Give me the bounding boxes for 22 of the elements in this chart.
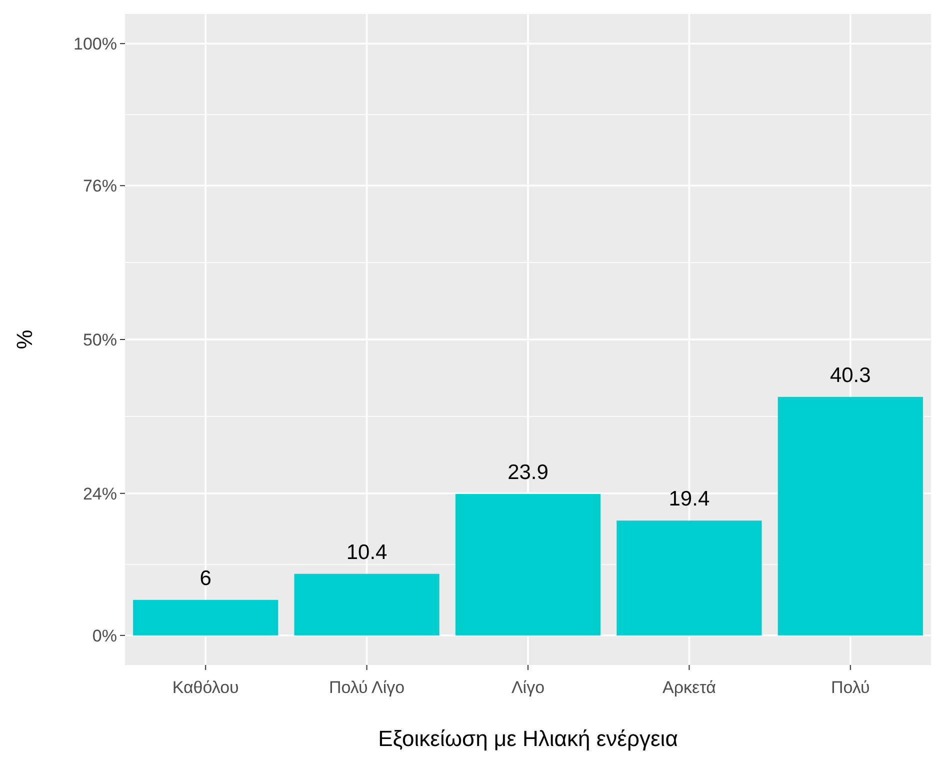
y-tick-label: 76% [82,176,117,196]
data-label: 6 [200,566,212,590]
y-tick-label: 100% [74,34,117,54]
data-label: 40.3 [830,364,871,387]
x-tick-label: Λίγο [511,678,545,697]
bar [294,574,440,636]
y-tick-label: 24% [82,484,117,504]
data-label: 19.4 [668,488,710,511]
x-tick-label: Καθόλου [172,678,239,697]
y-axis-title: % [12,330,37,350]
data-label: 23.9 [508,460,548,484]
bar [778,396,923,636]
data-label: 10.4 [346,540,388,564]
bar [133,600,278,636]
bar [616,520,762,636]
x-tick-label: Αρκετά [662,678,716,697]
x-tick-label: Πολύ [830,678,870,697]
y-tick-label: 50% [82,330,117,350]
y-tick-label: 0% [92,626,117,646]
x-tick-label: Πολύ Λίγο [328,678,405,697]
bar [455,494,601,636]
x-axis-title: Εξοικείωση με Ηλιακή ενέργεια [378,726,678,751]
